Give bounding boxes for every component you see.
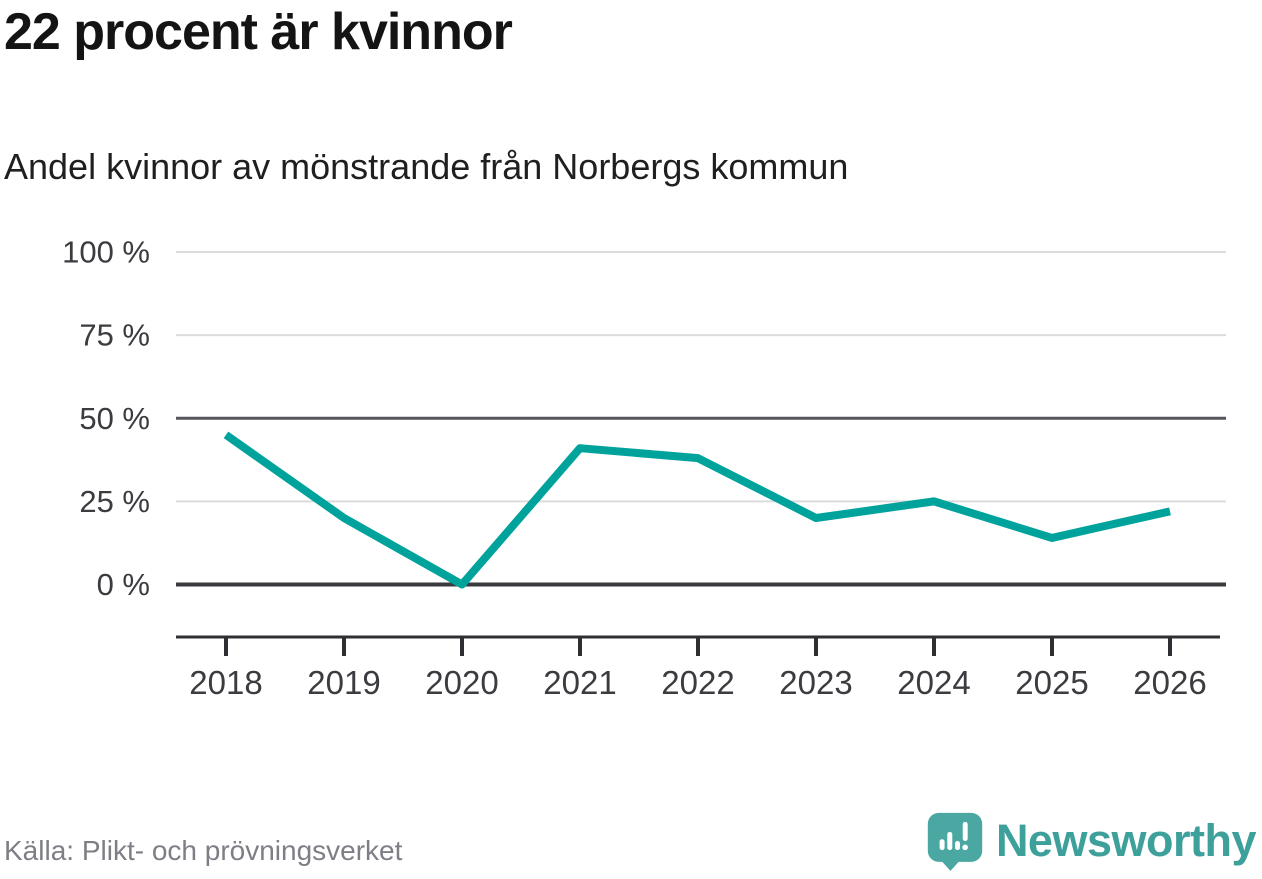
x-axis-label: 2021 <box>543 664 616 701</box>
x-axis-label: 2023 <box>779 664 852 701</box>
source-note: Källa: Plikt- och prövningsverket <box>4 835 403 866</box>
exclamation-dot-icon <box>962 844 968 851</box>
data-line-andel-kvinnor <box>223 431 1171 589</box>
bar-short-icon <box>939 839 945 851</box>
y-axis-label: 25 % <box>79 484 150 519</box>
chart-subtitle: Andel kvinnor av mönstrande från Norberg… <box>4 146 849 187</box>
x-axis-label: 2019 <box>307 664 380 701</box>
x-axis-label: 2024 <box>897 664 970 701</box>
speech-bubble-shape <box>927 812 983 871</box>
y-axis-label: 0 % <box>97 567 150 602</box>
bar-shortest-icon <box>954 841 960 851</box>
x-axis-label: 2025 <box>1015 664 1088 701</box>
newsworthy-logo-icon <box>927 812 983 871</box>
bar-tall-icon <box>947 831 953 851</box>
y-axis-label: 50 % <box>79 401 150 436</box>
y-axis-label: 100 % <box>62 235 150 270</box>
newsworthy-brand: Newsworthy <box>926 811 1257 871</box>
x-axis-label: 2018 <box>189 664 262 701</box>
x-axis-label: 2022 <box>661 664 734 701</box>
x-axis-label: 2020 <box>425 664 498 701</box>
brand-name: Newsworthy <box>995 815 1257 866</box>
exclamation-bar-icon <box>962 821 968 841</box>
x-axis-label: 2026 <box>1133 664 1206 701</box>
y-axis-label: 75 % <box>79 318 150 353</box>
chart-title: 22 procent är kvinnor <box>4 3 513 61</box>
